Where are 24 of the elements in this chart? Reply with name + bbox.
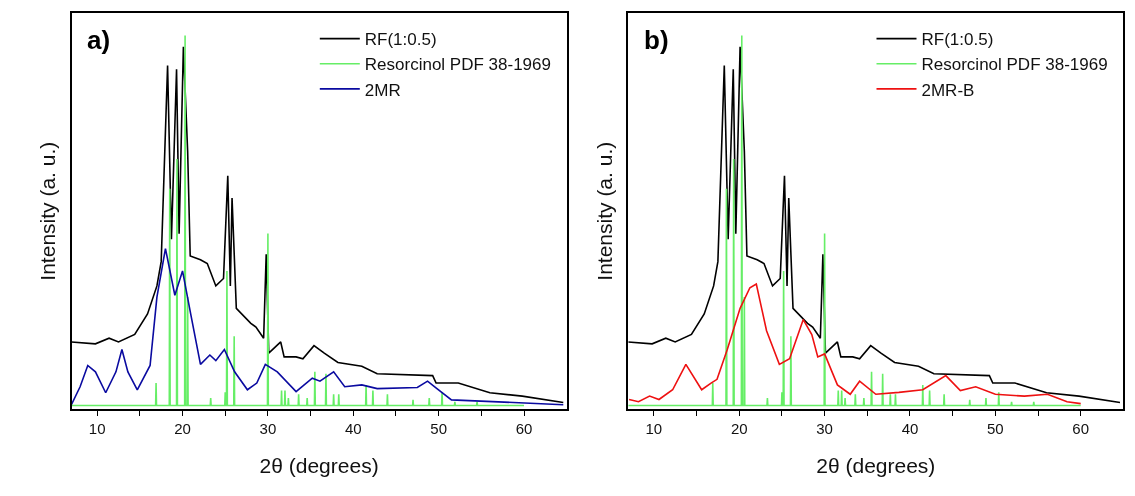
x-tick-label: 60 [515, 419, 533, 437]
x-tick-label: 50 [987, 419, 1004, 437]
x-tick-label: 30 [816, 419, 833, 437]
y-axis-title: Intensity (a. u.) [36, 141, 60, 281]
legend-label: 2MR-B [921, 80, 975, 100]
x-tick-label: 10 [88, 419, 106, 437]
legend-label: Resorcinol PDF 38-1969 [364, 55, 551, 75]
legend-label: 2MR [364, 80, 401, 100]
chart-title: b) [644, 25, 669, 55]
x-axis-title: 2θ (degrees) [259, 453, 379, 477]
x-tick-label: 50 [430, 419, 447, 437]
x-tick-label: 20 [730, 419, 748, 437]
legend-label: RF(1:0.5) [921, 30, 994, 50]
legend-label: RF(1:0.5) [364, 30, 437, 50]
x-tick-label: 30 [259, 419, 277, 437]
y-axis-title: Intensity (a. u.) [593, 141, 617, 281]
x-tick-label: 40 [344, 419, 362, 437]
x-axis-title: 2θ (degrees) [816, 453, 936, 477]
x-tick-label: 60 [1072, 419, 1090, 437]
x-tick-label: 20 [174, 419, 191, 437]
x-tick-label: 10 [645, 419, 663, 437]
legend-label: Resorcinol PDF 38-1969 [921, 55, 1108, 75]
x-tick-label: 40 [901, 419, 919, 437]
chart-title: a) [87, 25, 111, 55]
